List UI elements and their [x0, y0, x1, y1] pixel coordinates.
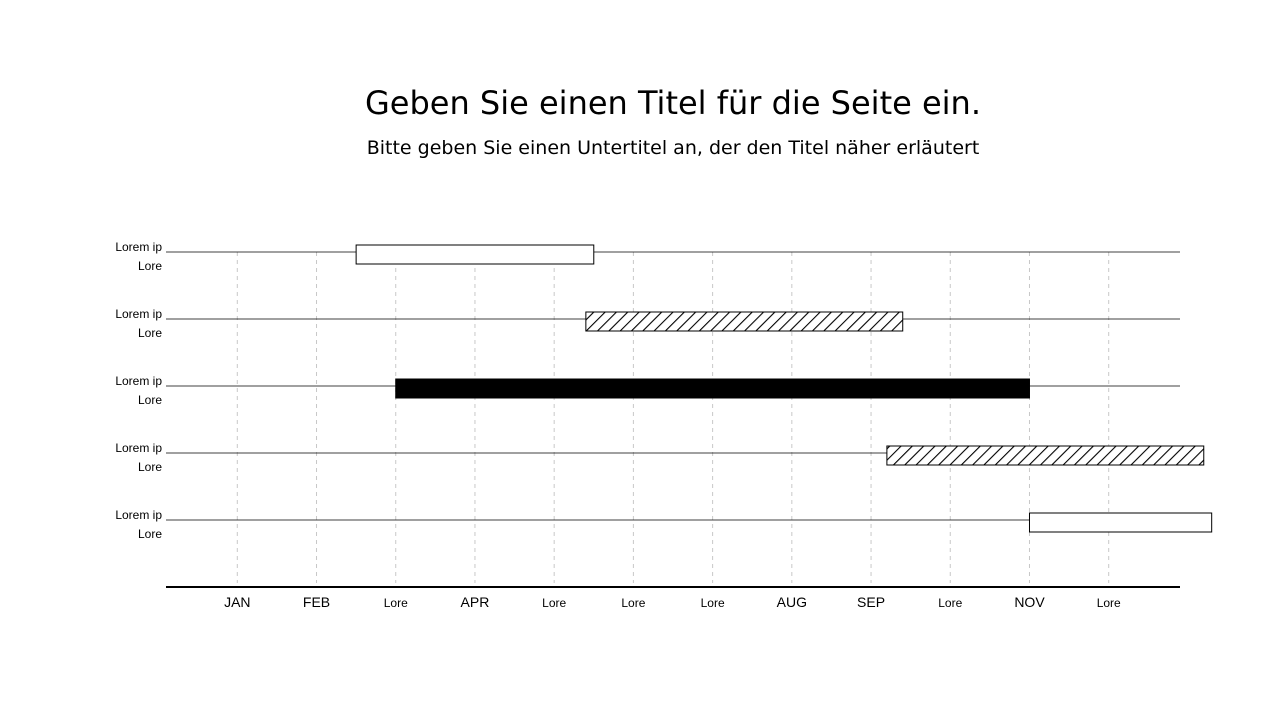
grid-layer	[236, 252, 1110, 583]
row-label-line2: Lore	[138, 259, 162, 273]
row-label-line1: Lorem ip	[115, 374, 162, 388]
x-tick-label: Lore	[701, 596, 725, 610]
x-tick-label: SEP	[857, 594, 885, 610]
gantt-bar	[1028, 512, 1213, 533]
x-tick-label: Lore	[384, 596, 408, 610]
x-tick-label: FEB	[303, 594, 330, 610]
gantt-bar	[355, 244, 595, 265]
x-tick-label: Lore	[938, 596, 962, 610]
row-label-line2: Lore	[138, 527, 162, 541]
x-tick-label: Lore	[1097, 596, 1121, 610]
gantt-bar	[395, 378, 1030, 399]
rows-layer: Lorem ip Lore Lorem ip Lore Lorem ip Lore Lore…	[115, 240, 1213, 541]
row-label-line1: Lorem ip	[115, 441, 162, 455]
page-title: Geben Sie einen Titel für die Seite ein.	[364, 84, 981, 122]
gantt-bar	[585, 311, 904, 332]
x-tick-label: APR	[461, 594, 490, 610]
row-label-line1: Lorem ip	[115, 307, 162, 321]
gantt-bar	[886, 445, 1205, 466]
x-tick-label: NOV	[1014, 594, 1045, 610]
row-label-line2: Lore	[138, 393, 162, 407]
x-axis: JAN FEB Lore APR Lore Lore Lore AUG SEP Lore NOV Lo…	[166, 586, 1180, 610]
x-tick-label: AUG	[777, 594, 807, 610]
row-label-line2: Lore	[138, 326, 162, 340]
x-tick-label: Lore	[542, 596, 566, 610]
row-label-line1: Lorem ip	[115, 508, 162, 522]
row-label-line2: Lore	[138, 460, 162, 474]
x-tick-label: JAN	[224, 594, 250, 610]
page-subtitle: Bitte geben Sie einen Untertitel an, der…	[366, 137, 980, 159]
row-label-line1: Lorem ip	[115, 240, 162, 254]
x-tick-label: Lore	[621, 596, 645, 610]
